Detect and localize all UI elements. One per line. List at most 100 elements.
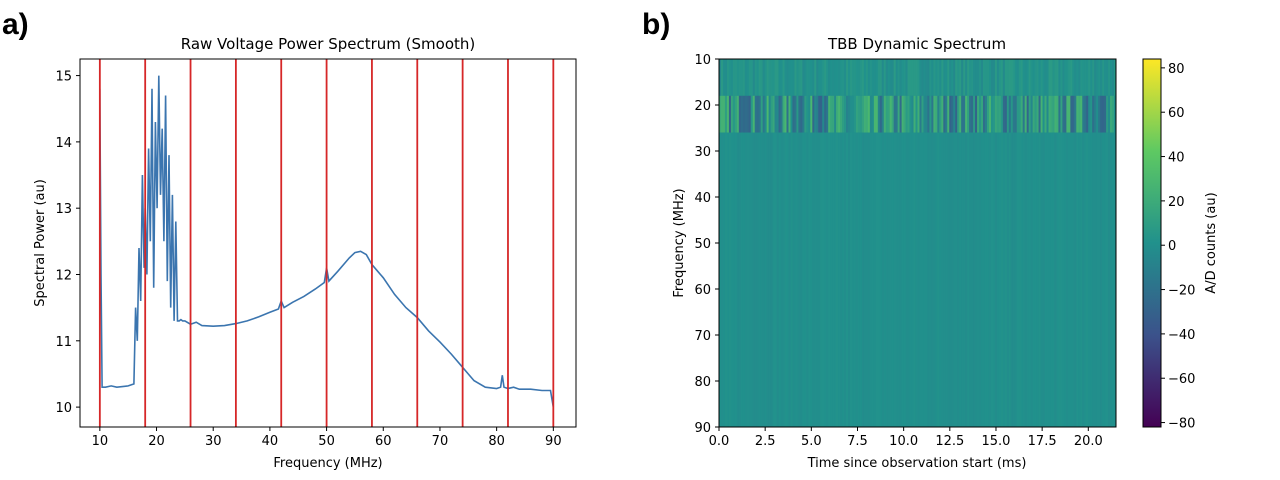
heatmap-cell bbox=[983, 132, 986, 427]
heatmap-cell bbox=[794, 59, 797, 96]
heatmap-cell bbox=[1066, 95, 1069, 133]
heatmap-cell bbox=[881, 95, 885, 133]
heatmap-cell bbox=[1002, 132, 1006, 427]
heatmap-cell bbox=[794, 132, 797, 427]
heatmap-cell bbox=[859, 132, 863, 427]
colorbar-tick-label: 80 bbox=[1168, 62, 1185, 77]
heatmap-cell bbox=[1068, 132, 1071, 427]
heatmap-cell bbox=[792, 95, 795, 133]
heatmap-cell bbox=[816, 59, 819, 96]
heatmap-cell bbox=[1018, 59, 1022, 96]
heatmap-cell bbox=[903, 132, 906, 427]
heatmap-cell bbox=[1032, 132, 1035, 427]
heatmap-cell bbox=[750, 95, 754, 133]
heatmap-cell bbox=[1058, 95, 1061, 133]
heatmap-cell bbox=[780, 132, 783, 427]
heatmap-cell bbox=[925, 59, 928, 96]
heatmap-cell bbox=[810, 132, 813, 427]
heatmap-cell bbox=[826, 95, 829, 133]
heatmap-cell bbox=[917, 132, 920, 427]
heatmap-cell bbox=[794, 95, 797, 133]
heatmap-cell bbox=[744, 95, 748, 133]
heatmap-cell bbox=[941, 132, 944, 427]
heatmap-cell bbox=[994, 132, 998, 427]
heatmap-cell bbox=[945, 95, 948, 133]
heatmap-cell bbox=[1036, 132, 1039, 427]
heatmap-cell bbox=[1076, 132, 1079, 427]
heatmap-cell bbox=[923, 59, 926, 96]
heatmap-cell bbox=[1082, 95, 1085, 133]
heatmap-cell bbox=[943, 132, 946, 427]
heatmap-cell bbox=[917, 95, 920, 133]
heatmap-cell bbox=[776, 132, 779, 427]
heatmap-cell bbox=[784, 95, 787, 133]
y-tick-label: 11 bbox=[55, 335, 72, 350]
y-tick-label: 15 bbox=[55, 70, 72, 85]
heatmap-cell bbox=[957, 132, 960, 427]
heatmap-cell bbox=[990, 59, 994, 96]
heatmap-cell bbox=[1082, 132, 1085, 427]
heatmap-cell bbox=[881, 59, 885, 96]
heatmap-cell bbox=[1046, 95, 1049, 133]
heatmap-cell bbox=[945, 132, 948, 427]
heatmap-cell bbox=[1008, 132, 1012, 427]
heatmap-cell bbox=[973, 95, 976, 133]
heatmap-cell bbox=[853, 59, 857, 96]
y-tick-label: 90 bbox=[694, 421, 711, 436]
heatmap-cell bbox=[734, 95, 738, 133]
heatmap-cell bbox=[909, 59, 912, 96]
heatmap-cell bbox=[1052, 132, 1055, 427]
heatmap-cell bbox=[756, 95, 760, 133]
heatmap-cell bbox=[1106, 132, 1109, 427]
heatmap-cell bbox=[1028, 132, 1031, 427]
heatmap-cell bbox=[947, 132, 950, 427]
heatmap-cell bbox=[838, 132, 841, 427]
heatmap-cell bbox=[933, 95, 936, 133]
heatmap-cell bbox=[746, 95, 750, 133]
heatmap-cell bbox=[840, 59, 843, 96]
heatmap-cell bbox=[806, 132, 809, 427]
heatmap-cell bbox=[1002, 59, 1006, 96]
heatmap-cell bbox=[994, 95, 998, 133]
heatmap-cell bbox=[913, 59, 916, 96]
heatmap-cell bbox=[919, 132, 922, 427]
heatmap-cell bbox=[1000, 59, 1004, 96]
heatmap-cell bbox=[988, 132, 992, 427]
heatmap-cell bbox=[867, 132, 871, 427]
heatmap-cell bbox=[798, 95, 801, 133]
chart-a-plot-area bbox=[98, 59, 555, 427]
heatmap-cell bbox=[1044, 132, 1047, 427]
heatmap-cell bbox=[869, 95, 873, 133]
heatmap-cell bbox=[931, 132, 934, 427]
heatmap-cell bbox=[738, 132, 742, 427]
y-tick-label: 40 bbox=[694, 191, 711, 206]
chart-b-y-axis: 10 20 30 40 50 60 70 80 90 bbox=[694, 53, 719, 436]
heatmap-cell bbox=[1106, 59, 1109, 96]
heatmap-cell bbox=[939, 95, 942, 133]
heatmap-cell bbox=[855, 59, 859, 96]
heatmap-cell bbox=[762, 132, 765, 427]
y-tick-label: 14 bbox=[55, 136, 72, 151]
heatmap-cell bbox=[977, 59, 980, 96]
heatmap-cell bbox=[802, 95, 805, 133]
chart-a-y-axis: 10 11 12 13 14 15 bbox=[55, 70, 80, 416]
heatmap-cell bbox=[1028, 59, 1031, 96]
heatmap-cell bbox=[929, 95, 932, 133]
heatmap-cell bbox=[719, 95, 722, 133]
heatmap-cell bbox=[1032, 95, 1035, 133]
heatmap-cell bbox=[1040, 95, 1043, 133]
heatmap-cell bbox=[830, 132, 833, 427]
heatmap-cell bbox=[1060, 95, 1063, 133]
heatmap-cell bbox=[774, 59, 777, 96]
heatmap-cell bbox=[983, 95, 986, 133]
heatmap-cell bbox=[812, 95, 815, 133]
heatmap-cell bbox=[1048, 132, 1051, 427]
heatmap-cell bbox=[1054, 95, 1057, 133]
heatmap-cell bbox=[1072, 95, 1075, 133]
heatmap-cell bbox=[899, 132, 902, 427]
heatmap-cell bbox=[973, 132, 976, 427]
heatmap-cell bbox=[994, 59, 998, 96]
heatmap-cell bbox=[941, 95, 944, 133]
x-tick-label: 20.0 bbox=[1074, 434, 1103, 449]
heatmap-cell bbox=[1022, 59, 1025, 96]
